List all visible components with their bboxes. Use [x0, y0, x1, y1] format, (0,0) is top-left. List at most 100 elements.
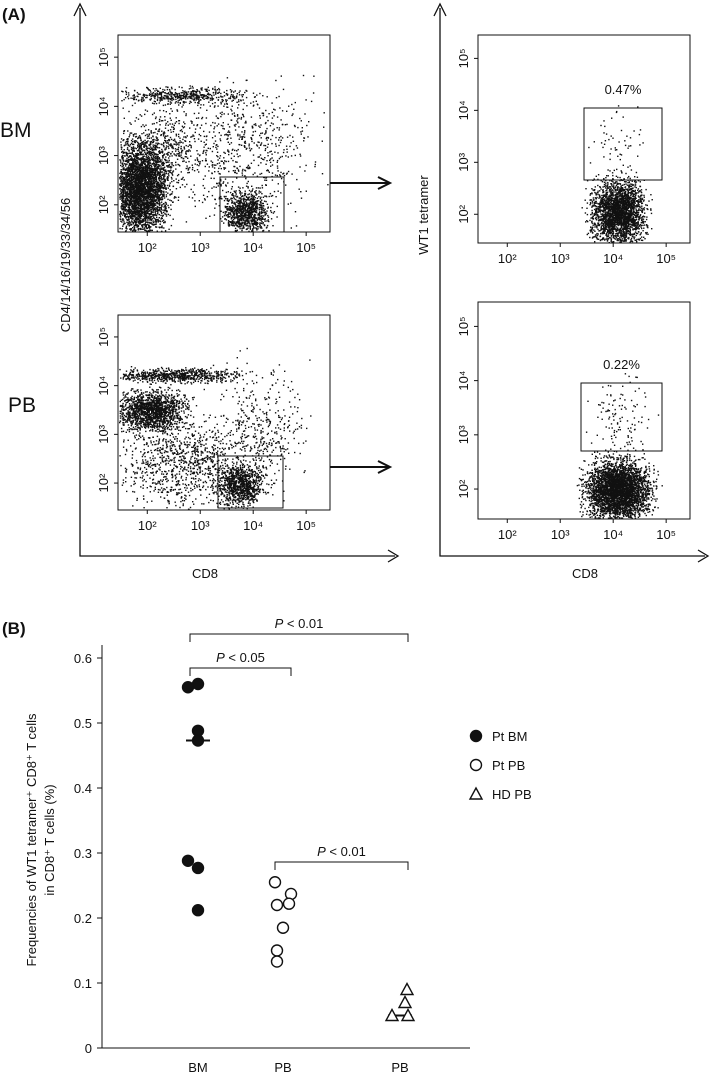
- event-dot: [151, 180, 153, 182]
- event-dot: [152, 151, 154, 154]
- event-dot: [136, 200, 138, 203]
- event-dot: [148, 192, 150, 195]
- event-dot: [133, 94, 135, 96]
- event-dot: [119, 210, 121, 213]
- event-dot: [153, 216, 155, 218]
- event-dot: [125, 203, 127, 205]
- event-dot: [140, 181, 143, 183]
- event-dot: [140, 227, 142, 230]
- event-dot: [159, 97, 162, 100]
- event-dot: [153, 199, 155, 202]
- event-dot: [136, 197, 138, 200]
- event-dot: [151, 223, 153, 225]
- event-dot: [185, 94, 187, 96]
- event-dot: [123, 209, 125, 211]
- event-dot: [119, 176, 121, 179]
- event-dot: [132, 192, 135, 194]
- event-dot: [226, 93, 229, 96]
- event-dot: [141, 161, 143, 163]
- event-dot: [150, 196, 152, 198]
- event-dot: [154, 191, 156, 193]
- event-dot: [132, 194, 134, 197]
- event-dot: [190, 145, 192, 147]
- event-dot: [168, 170, 170, 172]
- event-dot: [180, 178, 183, 180]
- event-dot: [127, 152, 129, 155]
- event-dot: [202, 104, 205, 106]
- event-dot: [133, 211, 135, 213]
- event-dot: [234, 90, 236, 92]
- event-dot: [231, 197, 233, 200]
- event-dot: [137, 198, 139, 200]
- event-dot: [246, 203, 248, 205]
- event-dot: [220, 195, 222, 198]
- event-dot: [144, 113, 146, 116]
- event-dot: [140, 158, 143, 161]
- event-dot: [127, 198, 129, 201]
- event-dot: [154, 204, 156, 206]
- event-dot: [129, 197, 131, 200]
- event-dot: [143, 170, 145, 172]
- event-dot: [178, 86, 180, 88]
- event-dot: [251, 189, 253, 192]
- event-dot: [255, 222, 258, 224]
- event-dot: [242, 221, 244, 223]
- event-dot: [137, 154, 140, 156]
- event-dot: [145, 213, 147, 216]
- event-dot: [148, 94, 150, 96]
- event-dot: [241, 224, 243, 227]
- event-dot: [155, 171, 157, 174]
- event-dot: [139, 190, 141, 192]
- event-dot: [151, 159, 153, 161]
- event-dot: [132, 222, 135, 224]
- event-dot: [247, 227, 249, 229]
- event-dot: [150, 200, 153, 203]
- event-dot: [140, 146, 142, 149]
- event-dot: [136, 186, 139, 188]
- event-dot: [145, 199, 148, 201]
- event-dot: [119, 196, 121, 199]
- event-dot: [128, 173, 131, 175]
- event-dot: [135, 199, 137, 202]
- event-dot: [153, 160, 155, 163]
- event-dot: [140, 175, 142, 177]
- event-dot: [194, 163, 196, 165]
- event-dot: [158, 167, 160, 169]
- event-dot: [168, 144, 170, 146]
- event-dot: [242, 94, 244, 96]
- event-dot: [190, 92, 192, 94]
- event-dot: [161, 159, 163, 161]
- event-dot: [183, 93, 185, 95]
- event-dot: [203, 96, 205, 98]
- event-dot: [150, 204, 153, 207]
- event-dot: [129, 158, 131, 161]
- event-dot: [130, 168, 132, 170]
- event-dot: [166, 161, 169, 163]
- event-dot: [165, 140, 167, 142]
- event-dot: [126, 168, 128, 171]
- event-dot: [122, 107, 124, 109]
- event-dot: [156, 144, 159, 146]
- event-dot: [143, 210, 146, 212]
- event-dot: [120, 148, 123, 150]
- event-dot: [139, 114, 141, 116]
- arrowhead: [697, 549, 710, 563]
- event-dot: [164, 175, 166, 177]
- event-dot: [142, 225, 144, 227]
- event-dot: [141, 133, 143, 135]
- event-dot: [136, 179, 138, 181]
- event-dot: [163, 191, 165, 193]
- event-dot: [129, 134, 131, 136]
- event-dot: [135, 136, 137, 138]
- event-dot: [273, 211, 276, 213]
- event-dot: [240, 225, 242, 227]
- event-dot: [156, 137, 158, 139]
- event-dot: [140, 153, 142, 155]
- event-dot: [261, 227, 263, 229]
- event-dot: [130, 182, 132, 185]
- event-dot: [151, 190, 153, 192]
- event-dot: [147, 167, 149, 169]
- event-dot: [149, 179, 151, 181]
- event-dot: [126, 152, 128, 155]
- event-dot: [125, 172, 127, 174]
